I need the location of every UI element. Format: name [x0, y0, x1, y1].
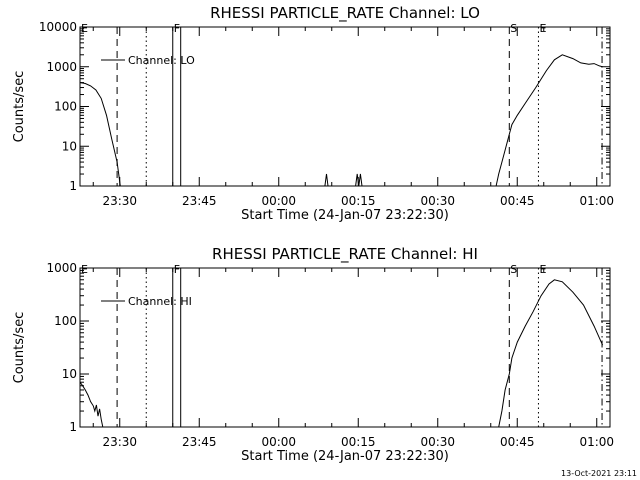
chart2-axes-box	[79, 267, 611, 428]
chart2-x-tick-label: 23:30	[102, 435, 137, 449]
chart1-x-tick-label: 23:30	[102, 194, 137, 208]
chart2-title: RHESSI PARTICLE_RATE Channel: HI	[212, 245, 478, 264]
chart2-x-tick-label: 23:45	[182, 435, 217, 449]
chart2-x-axis-label: Start Time (24-Jan-07 23:22:30)	[241, 449, 449, 464]
chart2-marker-label: F	[174, 263, 180, 276]
chart1-y-axis-label: Counts/sec	[12, 71, 27, 143]
chart1-title: RHESSI PARTICLE_RATE Channel: LO	[210, 4, 480, 23]
chart1-marker-label: E	[539, 22, 546, 35]
chart2-x-tick-label: 00:15	[341, 435, 376, 449]
chart1-y-tick-label: 10000	[39, 20, 77, 34]
chart1-x-tick-label: 23:45	[182, 194, 217, 208]
chart1-marker-label: S	[510, 22, 517, 35]
chart1-x-axis-label: Start Time (24-Jan-07 23:22:30)	[241, 208, 449, 223]
chart1-y-tick-label: 1	[69, 179, 77, 193]
chart1-marker-label: E	[81, 22, 88, 35]
chart1-y-tick-label: 1000	[46, 60, 77, 74]
chart1-x-tick-label: 00:00	[261, 194, 296, 208]
chart1-series-line	[495, 54, 603, 187]
chart2-x-tick-label: 00:30	[420, 435, 455, 449]
chart2-x-tick-label: 00:00	[261, 435, 296, 449]
chart2-y-axis-label: Counts/sec	[12, 312, 27, 384]
chart1-axes-box	[79, 26, 611, 187]
chart1-series-line	[324, 173, 329, 187]
chart1-series-line	[79, 82, 121, 187]
chart2-y-tick-label: 100	[54, 314, 77, 328]
chart1-y-tick-label: 10	[62, 139, 77, 153]
chart2-y-tick-label: 10	[62, 367, 77, 381]
chart2-x-tick-label: 01:00	[579, 435, 614, 449]
chart2-y-tick-label: 1	[69, 420, 77, 434]
chart1-marker-label: F	[174, 22, 180, 35]
chart2-marker-label: E	[539, 263, 546, 276]
chart1-x-tick-label: 01:00	[579, 194, 614, 208]
chart2-y-tick-label: 1000	[46, 261, 77, 275]
chart1-x-tick-label: 00:15	[341, 194, 376, 208]
chart1-legend-entry: Channel: LO	[128, 54, 195, 67]
chart2-x-tick-label: 00:45	[500, 435, 535, 449]
chart1-y-tick-label: 100	[54, 100, 77, 114]
chart2-marker-label: S	[510, 263, 517, 276]
chart2-series-line	[498, 279, 604, 428]
chart1-x-tick-label: 00:30	[420, 194, 455, 208]
chart1-x-tick-label: 00:45	[500, 194, 535, 208]
footer-timestamp: 13-Oct-2021 23:11	[561, 469, 637, 478]
chart2-series-line	[79, 381, 104, 428]
chart2-legend-entry: Channel: HI	[128, 295, 192, 308]
chart1-series-line	[355, 173, 363, 187]
chart2-marker-label: E	[81, 263, 88, 276]
